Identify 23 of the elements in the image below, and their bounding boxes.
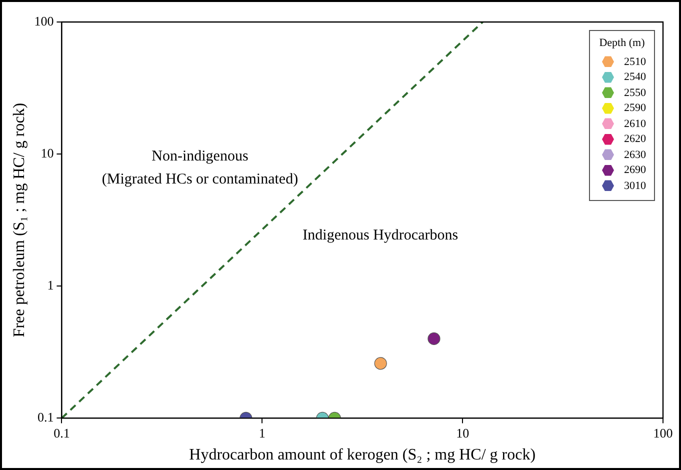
y-tick-label: 10 — [40, 145, 54, 160]
x-tick-label: 100 — [653, 425, 673, 440]
annotation: Indigenous Hydrocarbons — [302, 227, 458, 244]
annotation: Non-indigenous — [152, 148, 248, 166]
legend-label: 2510 — [624, 56, 646, 68]
x-tick-label: 10 — [456, 425, 470, 440]
y-tick-label: 0.1 — [37, 410, 54, 425]
x-tick-label: 0.1 — [54, 425, 70, 440]
legend-title: Depth (m) — [598, 37, 646, 49]
legend-label: 2540 — [624, 71, 646, 84]
y-axis-title: Free petroleum (S₁ ; mg HC/ g rock) — [10, 102, 28, 338]
legend-label: 2690 — [624, 164, 646, 176]
y-tick-label: 1 — [47, 278, 54, 293]
x-tick-label: 1 — [258, 425, 266, 440]
annotation: (Migrated HCs or contaminated) — [102, 172, 298, 189]
legend-label: 2590 — [624, 102, 646, 114]
legend-label: 3010 — [624, 180, 646, 192]
y-tick-label: 100 — [34, 13, 54, 28]
legend-label: 2550 — [624, 86, 646, 99]
legend-label: 2610 — [624, 118, 646, 130]
x-axis-title: Hydrocarbon amount of kerogen (S₂ ; mg HC/ g rock) — [189, 446, 536, 464]
legend-label: 2620 — [624, 133, 646, 146]
legend-label: 2630 — [624, 148, 646, 161]
